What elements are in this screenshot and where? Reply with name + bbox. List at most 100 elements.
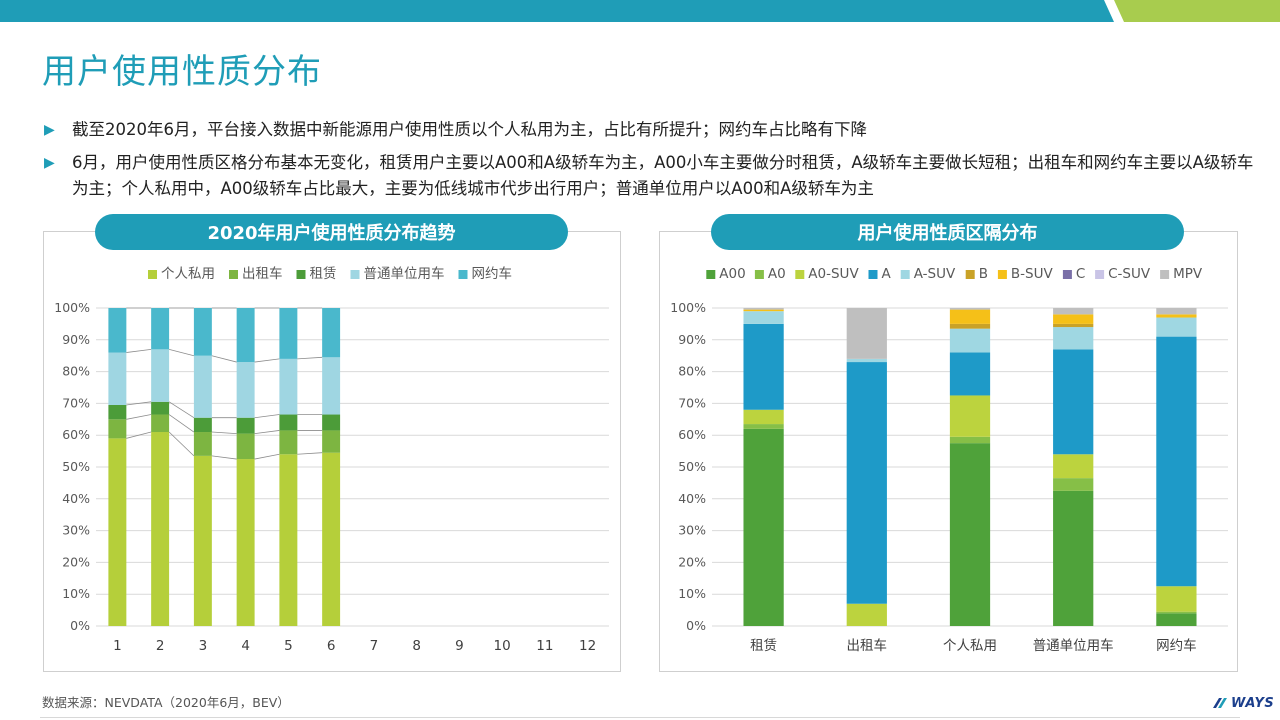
legend-swatch <box>1062 270 1072 279</box>
x-tick-label: 网约车 <box>1156 637 1197 654</box>
left-chart-title: 2020年用户使用性质分布趋势 <box>95 214 568 250</box>
series-connector-line <box>211 431 237 435</box>
bar-segment <box>846 358 887 363</box>
bar-segment <box>108 308 127 353</box>
bar-segment <box>236 308 255 363</box>
bar-segment <box>1156 317 1197 337</box>
legend-label: 个人私用 <box>161 266 215 282</box>
legend-swatch <box>868 270 878 279</box>
trend-chart: 0%10%20%30%40%50%60%70%80%90%100%1 2 3 4 5 6 7… <box>54 265 609 654</box>
top-decorative-band <box>0 0 1280 22</box>
x-tick-label: 普通单位用车 <box>1033 637 1114 654</box>
y-tick-label: 90% <box>678 332 706 347</box>
bar-segment <box>743 309 784 312</box>
segment-chart: 0% 10% 20% 30% 40% 50% 60% 70% 80% 90% 100% 租赁 出租车 个人… <box>670 266 1228 654</box>
series-connector-line <box>168 414 195 433</box>
bar-segment <box>949 352 991 396</box>
bar-segment <box>846 603 887 626</box>
series-connector-line <box>254 453 280 460</box>
bar-segment <box>743 409 784 425</box>
y-tick-label: 30% <box>678 523 706 538</box>
bar-segment <box>279 454 298 626</box>
bar-segment <box>193 355 212 418</box>
x-tick-label: 12 <box>579 638 596 654</box>
x-tick-label: 11 <box>536 638 553 654</box>
series-connector-line <box>169 348 194 357</box>
bar-segment <box>1156 611 1197 614</box>
series-connector-line <box>168 401 195 419</box>
bar-segment <box>949 436 991 444</box>
y-tick-label: 20% <box>62 554 90 569</box>
legend-label: A0 <box>768 266 786 282</box>
bar-segment <box>236 459 255 626</box>
legend-label: MPV <box>1173 266 1203 282</box>
x-tick-label: 7 <box>370 638 379 654</box>
series-connector-line <box>211 355 237 363</box>
y-tick-label: 0% <box>70 618 90 633</box>
bar-segment <box>193 455 212 626</box>
page-title: 用户使用性质分布 <box>42 52 322 92</box>
bar-segment <box>1156 586 1197 612</box>
bar-segment <box>1156 613 1197 626</box>
bar-segment <box>322 357 341 415</box>
legend-label: 租赁 <box>310 266 337 282</box>
legend-swatch <box>229 270 238 279</box>
footer-divider <box>40 717 1240 718</box>
y-tick-label: 40% <box>678 491 706 506</box>
bar-segment <box>151 308 170 350</box>
x-tick-label: 租赁 <box>750 638 777 654</box>
bar-segment <box>108 352 127 405</box>
bar-segment <box>949 443 991 626</box>
bullet-text: 截至2020年6月，平台接入数据中新能源用户使用性质以个人私用为主，占比有所提升… <box>72 120 867 139</box>
bar-segment <box>151 349 170 402</box>
bar-segment <box>1053 454 1094 479</box>
bar-segment <box>743 308 784 310</box>
x-tick-label: 个人私用 <box>943 638 997 654</box>
legend-swatch <box>900 270 910 279</box>
bar-segment <box>279 414 298 431</box>
bar-segment <box>846 362 887 604</box>
legend-label: 网约车 <box>472 265 513 282</box>
legend-swatch <box>1160 270 1170 279</box>
y-tick-label: 70% <box>678 395 706 410</box>
x-tick-label: 1 <box>113 638 122 654</box>
bar-segment <box>743 428 784 626</box>
bar-segment <box>322 452 341 626</box>
bar-segment <box>1053 314 1094 324</box>
x-tick-label: 4 <box>241 638 250 654</box>
y-tick-label: 70% <box>62 395 90 410</box>
ways-logo: WAYS <box>1212 693 1274 713</box>
bar-segment <box>236 417 255 434</box>
y-tick-label: 80% <box>678 364 706 379</box>
series-connector-line <box>168 431 195 457</box>
legend-label: A0-SUV <box>808 266 859 282</box>
legend-label: A00 <box>719 266 745 282</box>
bar-segment <box>743 311 784 324</box>
y-tick-label: 100% <box>54 300 90 315</box>
bar-segment <box>1156 336 1197 587</box>
y-tick-label: 90% <box>62 332 90 347</box>
bullet-list: ▶ 截至2020年6月，平台接入数据中新能源用户使用性质以个人私用为主，占比有所… <box>44 117 1254 209</box>
bullet-item: ▶ 6月，用户使用性质区格分布基本无变化，租赁用户主要以A00和A级轿车为主，A… <box>44 150 1254 202</box>
bar-segment <box>1156 314 1197 318</box>
bar-segment <box>949 323 991 329</box>
bar-segment <box>1156 308 1197 315</box>
bar-segment <box>108 438 127 626</box>
legend-swatch <box>965 270 975 279</box>
bar-segment <box>743 424 784 429</box>
right-chart-title: 用户使用性质区隔分布 <box>711 214 1184 250</box>
legend-label: B <box>979 266 988 282</box>
legend-swatch <box>148 270 157 279</box>
bar-segment <box>279 308 298 359</box>
legend-label: C <box>1076 266 1085 282</box>
bar-segment <box>1053 349 1094 455</box>
legend-label: 出租车 <box>242 265 283 282</box>
series-connector-line <box>126 401 152 406</box>
bar-segment <box>846 308 887 359</box>
left-chart-panel: 0% 10% 20% 30% 40% 50% 60% 70% 80% 90% 100% 1 2 3 4 5 6 7… <box>43 231 621 672</box>
legend-swatch <box>458 270 468 279</box>
bar-segment <box>949 309 991 324</box>
bullet-item: ▶ 截至2020年6月，平台接入数据中新能源用户使用性质以个人私用为主，占比有所… <box>44 117 1254 143</box>
x-tick-label: 9 <box>455 638 464 654</box>
legend-swatch <box>350 270 360 279</box>
